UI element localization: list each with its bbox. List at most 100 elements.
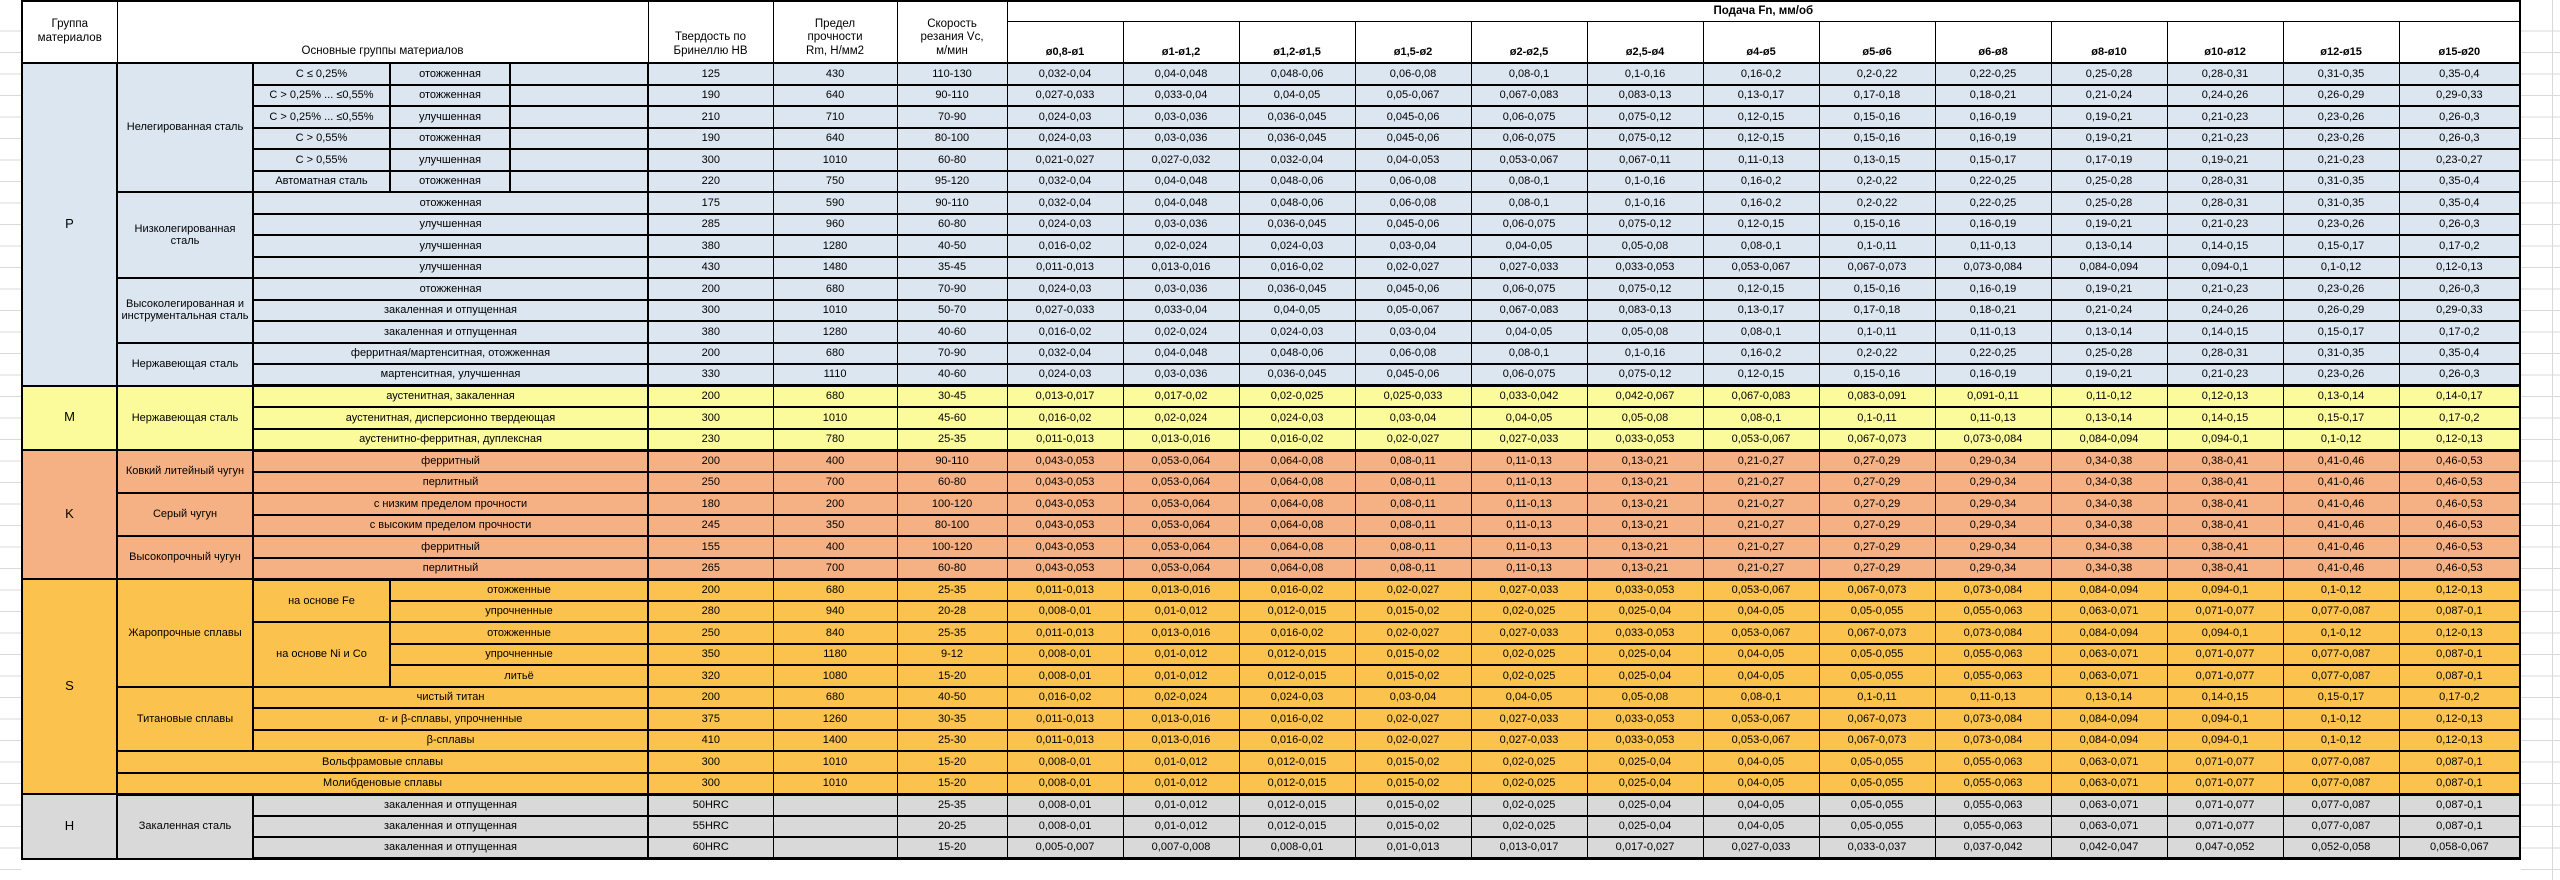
material-cell[interactable]: Нелегированная сталь	[116, 62, 254, 193]
feed-cell[interactable]: 0,012-0,015	[1238, 771, 1356, 796]
feed-cell[interactable]: 0,094-0,1	[2166, 578, 2284, 602]
feed-cell[interactable]: 0,063-0,071	[2050, 750, 2168, 774]
feed-cell[interactable]: 0,075-0,12	[1586, 277, 1704, 301]
feed-cell[interactable]: 0,11-0,13	[1470, 535, 1588, 559]
feed-cell[interactable]: 0,015-0,02	[1354, 750, 1472, 774]
feed-cell[interactable]: 0,15-0,17	[1934, 148, 2052, 172]
feed-cell[interactable]: 0,015-0,02	[1354, 793, 1472, 817]
feed-cell[interactable]: 0,01-0,013	[1354, 836, 1472, 860]
feed-cell[interactable]: 0,26-0,3	[2398, 277, 2521, 301]
hardness-cell[interactable]: 300	[647, 148, 774, 172]
feed-cell[interactable]: 0,35-0,4	[2398, 62, 2521, 86]
feed-cell[interactable]: 0,02-0,025	[1470, 664, 1588, 688]
feed-cell[interactable]: 0,06-0,075	[1470, 212, 1588, 236]
feed-cell[interactable]: 0,053-0,067	[1702, 427, 1820, 452]
speed-cell[interactable]: 90-110	[896, 449, 1008, 473]
feed-cell[interactable]: 0,04-0,05	[1470, 234, 1588, 258]
material-cell[interactable]: Нержавеющая сталь	[116, 384, 254, 451]
group-code-cell[interactable]: S	[21, 578, 118, 795]
feed-cell[interactable]: 0,013-0,016	[1122, 728, 1240, 752]
feed-diameter-header[interactable]: ø5-ø6	[1818, 20, 1936, 64]
feed-cell[interactable]: 0,043-0,053	[1006, 470, 1124, 494]
feed-cell[interactable]: 0,037-0,042	[1934, 836, 2052, 860]
feed-cell[interactable]: 0,008-0,01	[1006, 750, 1124, 774]
feed-cell[interactable]: 0,03-0,04	[1354, 234, 1472, 258]
feed-cell[interactable]: 0,077-0,087	[2282, 750, 2400, 774]
feed-cell[interactable]: 0,053-0,067	[1702, 728, 1820, 752]
feed-cell[interactable]: 0,38-0,41	[2166, 492, 2284, 516]
strength-cell[interactable]: 680	[772, 384, 898, 408]
feed-cell[interactable]: 0,1-0,16	[1586, 341, 1704, 365]
feed-cell[interactable]: 0,26-0,29	[2282, 298, 2400, 322]
feed-cell[interactable]: 0,16-0,19	[1934, 212, 2052, 236]
feed-cell[interactable]: 0,005-0,007	[1006, 836, 1124, 860]
strength-cell[interactable]: 590	[772, 191, 898, 215]
feed-cell[interactable]: 0,02-0,027	[1354, 707, 1472, 731]
material-cell[interactable]: Титановые сплавы	[116, 685, 254, 752]
feed-cell[interactable]: 0,03-0,036	[1122, 277, 1240, 301]
feed-cell[interactable]: 0,14-0,15	[2166, 234, 2284, 258]
feed-cell[interactable]: 0,08-0,11	[1354, 470, 1472, 494]
feed-cell[interactable]: 0,053-0,067	[1702, 255, 1820, 279]
feed-cell[interactable]: 0,06-0,08	[1354, 191, 1472, 215]
feed-cell[interactable]: 0,29-0,34	[1934, 513, 2052, 537]
condition-cell[interactable]: упрочненные	[388, 642, 650, 666]
feed-cell[interactable]: 0,025-0,04	[1586, 642, 1704, 666]
feed-cell[interactable]: 0,1-0,12	[2282, 427, 2400, 452]
feed-cell[interactable]: 0,13-0,14	[2050, 234, 2168, 258]
strength-cell[interactable]: 1280	[772, 234, 898, 258]
strength-cell[interactable]: 1010	[772, 406, 898, 430]
feed-cell[interactable]: 0,042-0,047	[2050, 836, 2168, 860]
hardness-cell[interactable]: 410	[647, 728, 774, 752]
feed-cell[interactable]: 0,1-0,12	[2282, 255, 2400, 279]
feed-cell[interactable]: 0,075-0,12	[1586, 105, 1704, 129]
feed-diameter-header[interactable]: ø1,2-ø1,5	[1238, 20, 1356, 64]
feed-cell[interactable]: 0,087-0,1	[2398, 771, 2521, 796]
feed-cell[interactable]: 0,23-0,26	[2282, 126, 2400, 150]
feed-cell[interactable]: 0,29-0,34	[1934, 449, 2052, 473]
feed-cell[interactable]: 0,06-0,08	[1354, 62, 1472, 86]
feed-cell[interactable]: 0,15-0,16	[1818, 277, 1936, 301]
strength-cell[interactable]	[772, 793, 898, 817]
condition-cell[interactable]: α- и β-сплавы, упрочненные	[251, 707, 650, 731]
feed-cell[interactable]: 0,08-0,1	[1470, 62, 1588, 86]
feed-cell[interactable]: 0,067-0,073	[1818, 427, 1936, 452]
feed-cell[interactable]: 0,094-0,1	[2166, 621, 2284, 645]
feed-cell[interactable]: 0,38-0,41	[2166, 513, 2284, 537]
feed-cell[interactable]: 0,21-0,23	[2166, 126, 2284, 150]
condition-cell[interactable]: ферритный	[251, 449, 650, 473]
material-cell[interactable]: Закаленная сталь	[116, 793, 254, 860]
feed-cell[interactable]: 0,12-0,13	[2398, 728, 2521, 752]
strength-cell[interactable]: 1280	[772, 320, 898, 344]
feed-cell[interactable]: 0,055-0,063	[1934, 664, 2052, 688]
feed-cell[interactable]: 0,024-0,03	[1006, 212, 1124, 236]
feed-cell[interactable]: 0,11-0,13	[1470, 449, 1588, 473]
feed-cell[interactable]: 0,08-0,1	[1702, 320, 1820, 344]
feed-cell[interactable]: 0,16-0,19	[1934, 105, 2052, 129]
feed-cell[interactable]: 0,08-0,11	[1354, 513, 1472, 537]
condition-cell[interactable]: β-сплавы	[251, 728, 650, 752]
feed-cell[interactable]: 0,11-0,13	[1934, 685, 2052, 709]
hardness-cell[interactable]: 285	[647, 212, 774, 236]
feed-cell[interactable]: 0,21-0,27	[1702, 535, 1820, 559]
strength-cell[interactable]: 680	[772, 277, 898, 301]
feed-cell[interactable]: 0,21-0,23	[2166, 105, 2284, 129]
feed-cell[interactable]: 0,083-0,13	[1586, 298, 1704, 322]
feed-cell[interactable]: 0,087-0,1	[2398, 814, 2521, 838]
feed-cell[interactable]: 0,053-0,064	[1122, 449, 1240, 473]
feed-cell[interactable]: 0,27-0,29	[1818, 535, 1936, 559]
feed-cell[interactable]: 0,043-0,053	[1006, 449, 1124, 473]
feed-cell[interactable]: 0,063-0,071	[2050, 664, 2168, 688]
feed-cell[interactable]: 0,22-0,25	[1934, 191, 2052, 215]
strength-cell[interactable]: 1180	[772, 642, 898, 666]
condition-cell[interactable]: отожженная	[389, 169, 511, 193]
spec-empty-cell[interactable]	[508, 169, 650, 193]
strength-cell[interactable]: 710	[772, 105, 898, 129]
condition-cell[interactable]: аустенитная, дисперсионно твердеющая	[251, 406, 650, 430]
feed-cell[interactable]: 0,46-0,53	[2398, 535, 2521, 559]
feed-cell[interactable]: 0,16-0,2	[1702, 169, 1820, 193]
speed-cell[interactable]: 20-28	[896, 599, 1008, 623]
feed-cell[interactable]: 0,15-0,16	[1818, 126, 1936, 150]
feed-cell[interactable]: 0,27-0,29	[1818, 470, 1936, 494]
feed-cell[interactable]: 0,02-0,024	[1122, 406, 1240, 430]
